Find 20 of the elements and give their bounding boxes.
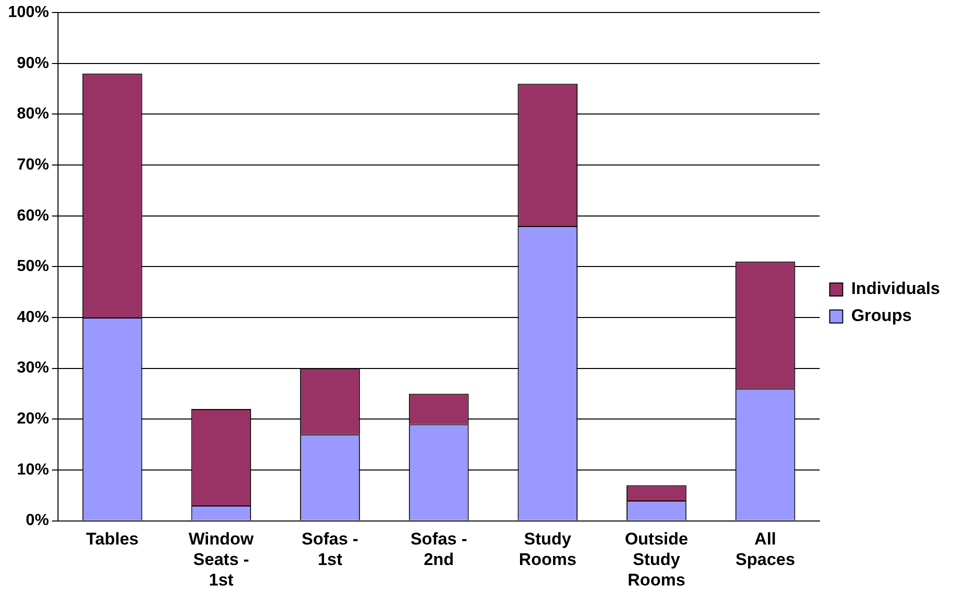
y-tick-label: 20% (16, 410, 49, 428)
y-tick-label: 100% (8, 4, 49, 22)
y-tick-label: 40% (16, 308, 49, 326)
x-tick-label: Window Seats - 1st (188, 530, 254, 590)
y-tick-label: 10% (16, 461, 49, 478)
x-tick-label: Outside Study Rooms (624, 530, 688, 590)
x-tick-label: Tables (86, 530, 139, 549)
legend-label: Individuals (851, 279, 940, 298)
y-tick-label: 80% (16, 106, 49, 123)
y-tick-label: 30% (16, 360, 49, 377)
legend-label: Groups (851, 306, 912, 326)
x-tick-label: All Spaces (736, 530, 796, 570)
y-tick-label: 70% (16, 156, 49, 174)
y-tick-label: 60% (16, 207, 49, 224)
x-tick-label: Study Rooms (518, 530, 576, 570)
x-tick-label: Sofas - 2nd (410, 530, 468, 570)
y-tick-label: 0% (26, 512, 49, 530)
y-tick-label: 50% (16, 258, 49, 276)
y-tick-label: 90% (16, 54, 49, 72)
x-tick-label: Sofas - 1st (302, 530, 358, 570)
